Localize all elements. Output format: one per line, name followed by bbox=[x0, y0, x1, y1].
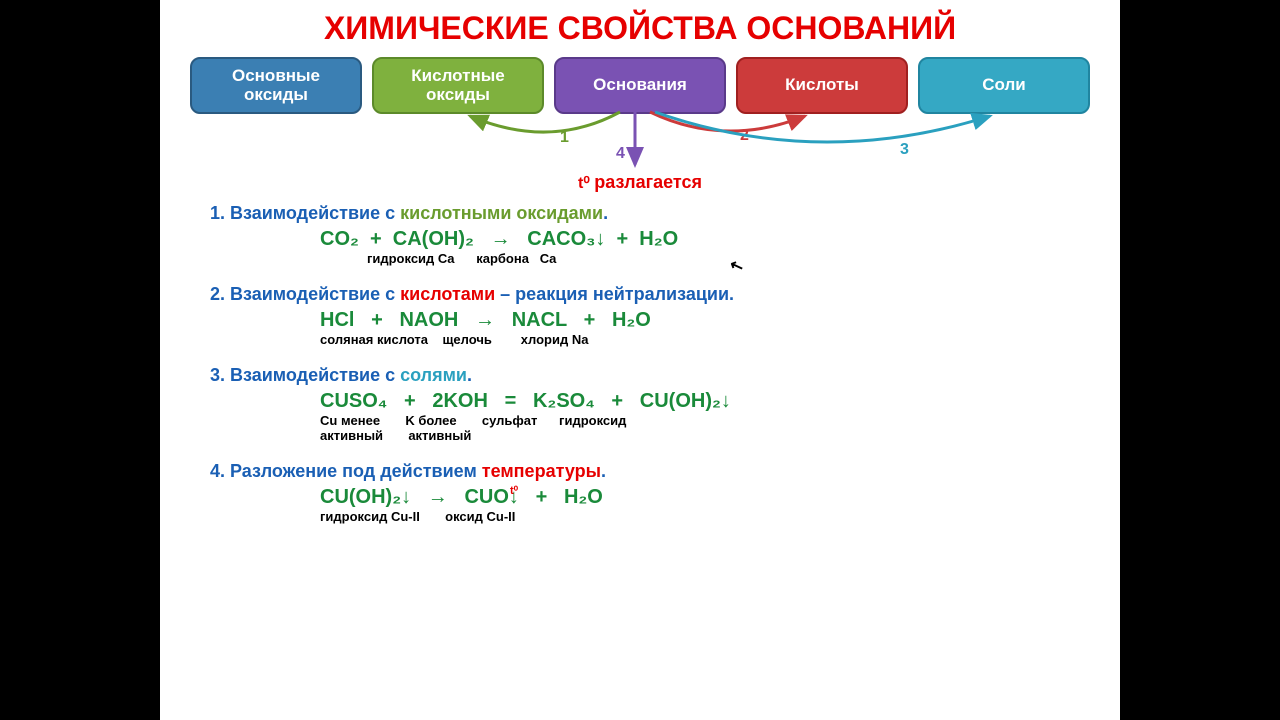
reaction-heading: 2. Взаимодействие с кислотами – реакция … bbox=[210, 284, 1070, 305]
category-box-0: Основные оксиды bbox=[190, 57, 362, 114]
arrow-label-3: 3 bbox=[900, 141, 909, 158]
reaction-heading: 4. Разложение под действием температуры. bbox=[210, 461, 1070, 482]
t0-symbol: t⁰ bbox=[578, 175, 590, 192]
chemistry-slide: ХИМИЧЕСКИЕ СВОЙСТВА ОСНОВАНИЙ Основные о… bbox=[160, 0, 1120, 720]
page-title: ХИМИЧЕСКИЕ СВОЙСТВА ОСНОВАНИЙ bbox=[180, 10, 1100, 47]
category-boxes: Основные оксидыКислотные оксидыОснования… bbox=[190, 57, 1090, 114]
reaction-sublabels: соляная кислота щелочь хлорид Na bbox=[210, 332, 1070, 347]
reaction-3: 3. Взаимодействие с солями. CUSO₄ + 2KOH … bbox=[210, 365, 1070, 443]
reaction-2: 2. Взаимодействие с кислотами – реакция … bbox=[210, 284, 1070, 347]
reaction-equation: CUSO₄ + 2KOH = K₂SO₄ + CU(OH)₂↓ bbox=[210, 390, 1070, 413]
decomposition-text: разлагается bbox=[594, 172, 702, 192]
reaction-sublabels: гидроксид Ca карбона Ca bbox=[210, 251, 1070, 266]
reaction-equation: CO₂ + CA(OH)₂ → CACO₃↓ + H₂O↖ bbox=[210, 228, 1070, 251]
decomposition-label: t⁰ разлагается bbox=[180, 172, 1100, 193]
reaction-heading: 3. Взаимодействие с солями. bbox=[210, 365, 1070, 386]
relation-arrows: 1 2 3 4 bbox=[180, 110, 1100, 180]
reaction-sublabels: Cu менее K более сульфат гидроксид актив… bbox=[210, 413, 1070, 443]
reaction-1: 1. Взаимодействие с кислотными оксидами.… bbox=[210, 203, 1070, 266]
reaction-equation: HCl + NAOH → NACL + H₂O bbox=[210, 309, 1070, 332]
reaction-sublabels: гидроксид Cu-II оксид Cu-II bbox=[210, 509, 1070, 524]
category-box-1: Кислотные оксиды bbox=[372, 57, 544, 114]
arrow-label-4: 4 bbox=[616, 145, 625, 162]
category-box-2: Основания bbox=[554, 57, 726, 114]
category-box-3: Кислоты bbox=[736, 57, 908, 114]
category-box-4: Соли bbox=[918, 57, 1090, 114]
reactions-list: 1. Взаимодействие с кислотными оксидами.… bbox=[180, 203, 1100, 524]
reaction-4: 4. Разложение под действием температуры.… bbox=[210, 461, 1070, 524]
arrow-label-1: 1 bbox=[560, 129, 569, 146]
reaction-heading: 1. Взаимодействие с кислотными оксидами. bbox=[210, 203, 1070, 224]
reaction-equation: CU(OH)₂↓ → CUO↓ + H₂Ot⁰ bbox=[210, 486, 1070, 509]
